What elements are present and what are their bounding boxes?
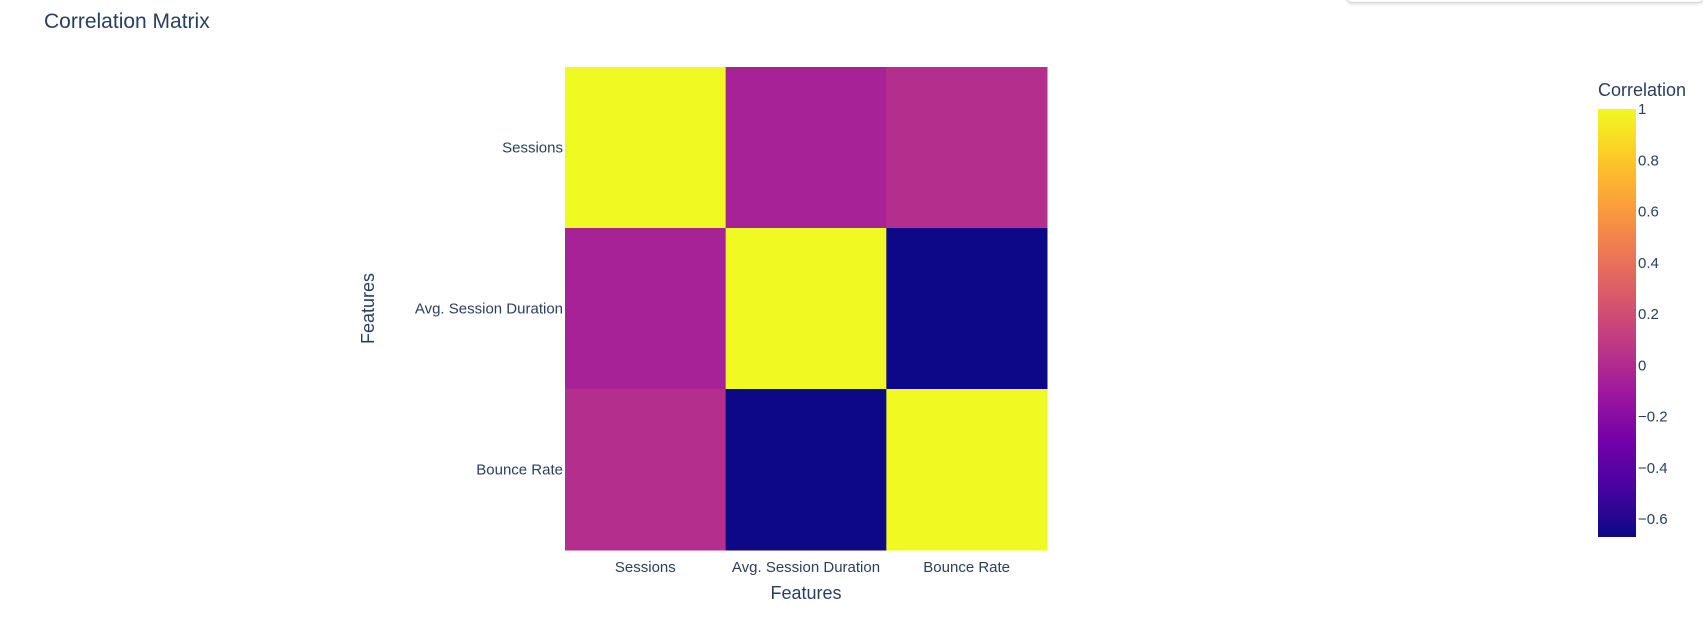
heatmap-cell-bounce-rate-sessions[interactable] bbox=[565, 389, 727, 551]
x-axis-title: Features bbox=[770, 583, 841, 603]
colorbar-tick-label: 0 bbox=[1638, 357, 1646, 374]
y-tick-label: Avg. Session Duration bbox=[415, 301, 563, 318]
heatmap-cell-sessions-bounce-rate[interactable] bbox=[886, 67, 1048, 229]
heatmap-cell-sessions-avg-session-duration[interactable] bbox=[725, 67, 887, 229]
heatmap-cells bbox=[565, 67, 1048, 551]
y-tick-label: Bounce Rate bbox=[476, 462, 563, 479]
colorbar: Correlation 1 0.8 0.6 0.4 0.2 0 −0.2 −0.4 −0.6 bbox=[1598, 80, 1686, 537]
colorbar-tick-label: 0.4 bbox=[1638, 255, 1659, 272]
colorbar-tick-label: −0.4 bbox=[1638, 460, 1668, 477]
y-axis-title: Features bbox=[358, 273, 378, 344]
x-tick-label: Bounce Rate bbox=[923, 559, 1010, 576]
colorbar-tick-label: −0.6 bbox=[1638, 511, 1668, 528]
colorbar-tick-label: 0.8 bbox=[1638, 152, 1659, 169]
heatmap-cell-avg-session-duration-sessions[interactable] bbox=[565, 228, 727, 390]
colorbar-tick-label: 1 bbox=[1638, 101, 1646, 118]
x-axis-ticks: Sessions Avg. Session Duration Bounce Rate bbox=[615, 559, 1010, 576]
y-tick-label: Sessions bbox=[502, 140, 563, 157]
heatmap-cell-bounce-rate-avg-session-duration[interactable] bbox=[725, 389, 887, 551]
colorbar-gradient bbox=[1598, 109, 1636, 537]
heatmap-cell-avg-session-duration-bounce-rate[interactable] bbox=[886, 228, 1048, 390]
chart-title: Correlation Matrix bbox=[44, 10, 210, 33]
x-tick-label: Sessions bbox=[615, 559, 676, 576]
x-tick-label: Avg. Session Duration bbox=[732, 559, 880, 576]
colorbar-ticks: 1 0.8 0.6 0.4 0.2 0 −0.2 −0.4 −0.6 bbox=[1638, 101, 1668, 528]
colorbar-tick-label: 0.6 bbox=[1638, 204, 1659, 221]
colorbar-tick-label: −0.2 bbox=[1638, 409, 1668, 426]
heatmap-cell-sessions-sessions[interactable] bbox=[565, 67, 727, 229]
y-axis-ticks: Sessions Avg. Session Duration Bounce Rate bbox=[415, 140, 563, 479]
heatmap-cell-bounce-rate-bounce-rate[interactable] bbox=[886, 389, 1048, 551]
colorbar-title: Correlation bbox=[1598, 80, 1686, 100]
heatmap-cell-avg-session-duration-avg-session-duration[interactable] bbox=[725, 228, 887, 390]
colorbar-tick-label: 0.2 bbox=[1638, 306, 1659, 323]
